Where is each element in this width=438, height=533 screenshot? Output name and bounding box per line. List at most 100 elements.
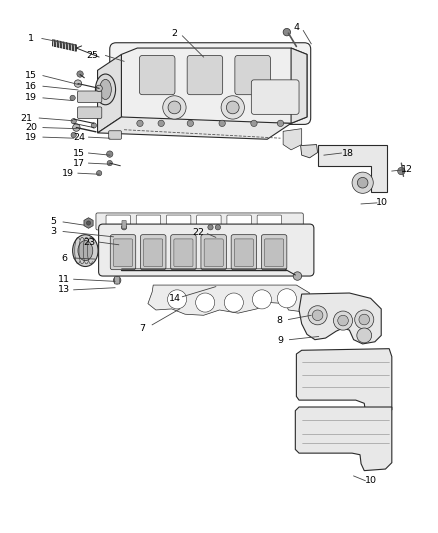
Circle shape <box>333 311 352 330</box>
Text: 17: 17 <box>73 159 85 167</box>
FancyBboxPatch shape <box>264 239 283 266</box>
Ellipse shape <box>72 235 98 266</box>
Text: 19: 19 <box>25 133 37 142</box>
Text: 25: 25 <box>86 51 98 60</box>
FancyBboxPatch shape <box>110 235 135 270</box>
FancyBboxPatch shape <box>114 277 120 284</box>
FancyBboxPatch shape <box>77 107 102 118</box>
FancyBboxPatch shape <box>261 235 286 270</box>
Circle shape <box>250 120 257 126</box>
Text: 21: 21 <box>20 114 32 123</box>
Circle shape <box>91 123 96 128</box>
Circle shape <box>221 96 244 119</box>
Circle shape <box>252 290 271 309</box>
Text: 24: 24 <box>73 133 85 142</box>
Circle shape <box>137 120 143 126</box>
Circle shape <box>277 120 283 126</box>
Circle shape <box>307 306 326 325</box>
FancyBboxPatch shape <box>166 215 191 228</box>
Text: 19: 19 <box>25 93 37 102</box>
Circle shape <box>86 221 91 225</box>
Circle shape <box>71 118 76 124</box>
Ellipse shape <box>99 79 111 100</box>
Text: 15: 15 <box>25 71 37 80</box>
Circle shape <box>351 172 372 193</box>
Circle shape <box>358 314 369 325</box>
Circle shape <box>337 316 347 326</box>
Circle shape <box>71 132 76 138</box>
Circle shape <box>397 167 404 175</box>
Circle shape <box>283 28 290 36</box>
Text: 16: 16 <box>25 82 37 91</box>
Circle shape <box>74 80 81 87</box>
Text: 10: 10 <box>375 198 387 207</box>
FancyBboxPatch shape <box>110 43 310 124</box>
Text: 8: 8 <box>276 316 282 325</box>
Circle shape <box>158 120 164 126</box>
Text: 1: 1 <box>28 34 34 43</box>
Circle shape <box>167 290 186 309</box>
Circle shape <box>96 85 102 92</box>
Circle shape <box>187 120 193 126</box>
Circle shape <box>113 277 120 284</box>
FancyBboxPatch shape <box>99 224 313 276</box>
Polygon shape <box>283 128 301 150</box>
Text: 23: 23 <box>83 238 95 247</box>
Polygon shape <box>295 407 391 471</box>
Text: 22: 22 <box>192 228 204 237</box>
Text: 2: 2 <box>171 29 177 38</box>
Circle shape <box>277 289 296 308</box>
Text: 3: 3 <box>50 227 57 236</box>
Circle shape <box>224 293 243 312</box>
FancyBboxPatch shape <box>204 239 223 266</box>
Circle shape <box>162 96 186 119</box>
FancyBboxPatch shape <box>234 55 270 95</box>
FancyBboxPatch shape <box>136 215 160 228</box>
Circle shape <box>207 224 213 230</box>
FancyBboxPatch shape <box>231 235 256 270</box>
Polygon shape <box>290 48 306 123</box>
FancyBboxPatch shape <box>173 239 193 266</box>
Text: 5: 5 <box>50 217 57 227</box>
Polygon shape <box>148 285 309 316</box>
Circle shape <box>107 160 112 166</box>
Polygon shape <box>300 144 317 158</box>
Polygon shape <box>97 54 121 133</box>
FancyBboxPatch shape <box>113 239 132 266</box>
FancyBboxPatch shape <box>226 215 251 228</box>
Polygon shape <box>298 293 380 344</box>
Text: 11: 11 <box>58 274 70 284</box>
Text: 7: 7 <box>139 324 145 333</box>
Text: 15: 15 <box>73 149 85 158</box>
FancyBboxPatch shape <box>187 55 222 95</box>
Polygon shape <box>97 117 290 139</box>
Text: 18: 18 <box>342 149 353 158</box>
FancyBboxPatch shape <box>96 213 303 230</box>
Text: 12: 12 <box>400 166 412 174</box>
FancyBboxPatch shape <box>140 235 166 270</box>
Circle shape <box>226 101 239 114</box>
Circle shape <box>168 101 180 114</box>
Polygon shape <box>317 144 385 192</box>
FancyBboxPatch shape <box>106 215 130 228</box>
Circle shape <box>106 151 113 157</box>
FancyBboxPatch shape <box>143 239 162 266</box>
Text: 19: 19 <box>62 168 74 177</box>
FancyBboxPatch shape <box>196 215 221 228</box>
FancyBboxPatch shape <box>122 220 126 229</box>
Circle shape <box>215 224 220 230</box>
Text: 4: 4 <box>293 23 299 33</box>
Polygon shape <box>121 48 306 123</box>
Circle shape <box>195 293 214 312</box>
Text: 9: 9 <box>277 336 283 345</box>
FancyBboxPatch shape <box>77 91 102 103</box>
FancyBboxPatch shape <box>139 55 175 95</box>
FancyBboxPatch shape <box>257 215 281 228</box>
Ellipse shape <box>95 74 115 105</box>
Circle shape <box>121 224 127 230</box>
Circle shape <box>293 272 301 280</box>
FancyBboxPatch shape <box>234 239 253 266</box>
Polygon shape <box>296 349 391 418</box>
Circle shape <box>219 120 225 126</box>
Text: 6: 6 <box>61 254 67 263</box>
